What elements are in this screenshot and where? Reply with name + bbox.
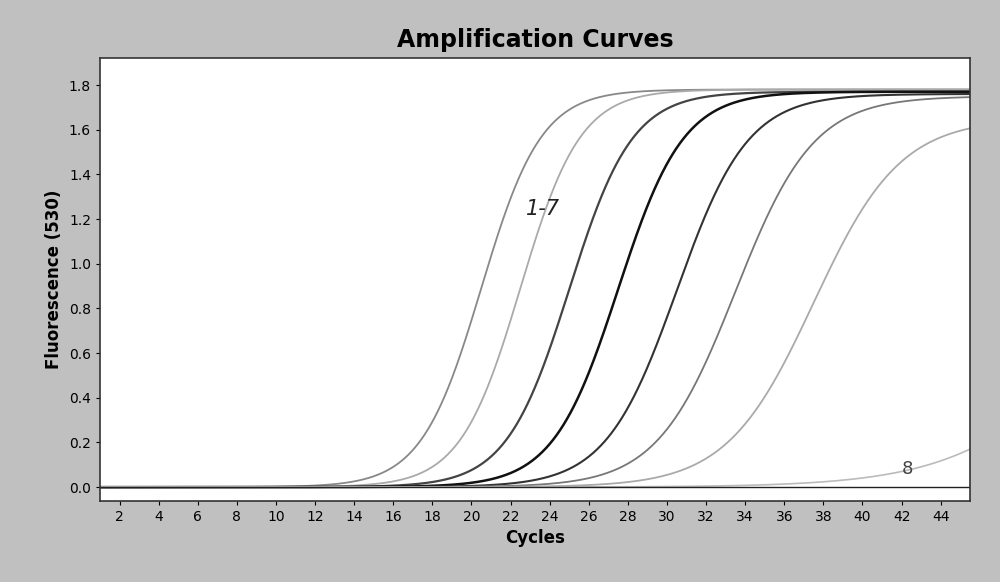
Text: 1-7: 1-7 [526, 198, 560, 219]
X-axis label: Cycles: Cycles [505, 529, 565, 547]
Y-axis label: Fluorescence (530): Fluorescence (530) [45, 190, 63, 369]
Title: Amplification Curves: Amplification Curves [397, 28, 673, 52]
Text: 8: 8 [902, 460, 913, 478]
